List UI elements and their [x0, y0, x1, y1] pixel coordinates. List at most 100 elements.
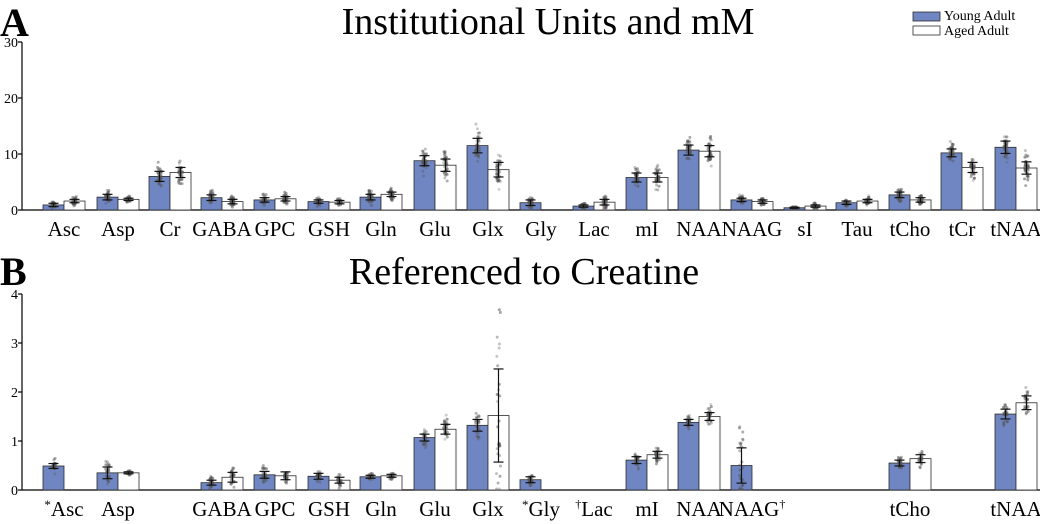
data-point [231, 466, 235, 470]
data-point [476, 435, 480, 439]
data-point [970, 158, 974, 162]
panel-a-plot: 0 10 20 30 Asc Asp Cr GABA GPC GSH Gln Glu Glx Gly Lac… [4, 36, 1040, 241]
data-point [208, 191, 212, 195]
data-point [969, 164, 973, 168]
data-point [477, 414, 481, 418]
data-point [369, 189, 373, 193]
data-point [104, 196, 108, 200]
data-point [72, 204, 76, 208]
data-point [497, 308, 501, 312]
data-point [443, 153, 447, 157]
data-point [656, 447, 660, 451]
data-point [498, 180, 502, 184]
data-point [107, 196, 111, 200]
data-point [106, 479, 110, 483]
data-point [177, 160, 181, 164]
data-point [74, 196, 78, 200]
data-point [209, 189, 213, 193]
data-point [657, 184, 661, 188]
data-point [654, 188, 658, 192]
data-point [741, 478, 745, 482]
data-point [1023, 155, 1027, 159]
data-point [527, 478, 531, 482]
data-point [497, 487, 501, 491]
data-point [369, 471, 373, 475]
data-point [495, 472, 499, 476]
data-point [706, 159, 710, 163]
data-point [688, 140, 692, 144]
data-point [476, 154, 480, 158]
data-point [442, 419, 446, 423]
data-point [972, 176, 976, 180]
data-point [421, 169, 425, 173]
x-tick-label-asp: Asp [101, 497, 135, 521]
data-point [495, 169, 499, 173]
data-point [951, 152, 955, 156]
data-point [899, 457, 903, 461]
data-point [105, 463, 109, 467]
data-point [741, 438, 745, 442]
data-point [339, 478, 343, 482]
data-point [445, 435, 449, 439]
data-point [315, 196, 319, 200]
data-point [474, 411, 478, 415]
data-point [1025, 174, 1029, 178]
y-tick-label: 4 [11, 288, 18, 303]
data-point [1005, 156, 1009, 160]
data-point [1026, 154, 1030, 158]
data-point [1023, 167, 1027, 171]
data-point [741, 465, 745, 469]
data-point [1026, 168, 1030, 172]
data-point [496, 179, 500, 183]
data-point [369, 200, 373, 204]
data-point [1004, 154, 1008, 158]
data-point [655, 458, 659, 462]
data-point [738, 487, 742, 491]
data-point [1005, 147, 1009, 151]
legend-label-young: Young Adult [944, 9, 1015, 24]
x-tick-label-asc: Asc [48, 217, 81, 241]
data-point [476, 135, 480, 139]
y-tick-label: 0 [11, 204, 18, 219]
data-point [156, 160, 160, 164]
data-point [422, 441, 426, 445]
data-point [685, 157, 689, 161]
data-point [282, 196, 286, 200]
data-point [316, 470, 320, 474]
data-point [442, 426, 446, 430]
data-point [654, 176, 658, 180]
y-tick-label: 0 [11, 484, 18, 499]
data-point [318, 199, 322, 203]
data-point [230, 205, 234, 209]
data-point [210, 188, 214, 192]
data-point [738, 193, 742, 197]
data-point [657, 451, 661, 455]
data-point [476, 415, 480, 419]
data-point [867, 194, 871, 198]
data-point [74, 194, 78, 198]
data-point [709, 138, 713, 142]
data-point [474, 154, 478, 158]
data-point [283, 190, 287, 194]
x-tick-label-naag: NAAG [722, 217, 783, 241]
data-point [389, 198, 393, 202]
data-point [107, 463, 111, 467]
data-point [920, 457, 924, 461]
data-point [369, 203, 373, 207]
data-point [208, 476, 212, 480]
y-tick-label: 2 [11, 386, 18, 401]
data-point [497, 342, 501, 346]
x-tick-label-asp: Asp [101, 217, 135, 241]
data-point [899, 188, 903, 192]
data-point [636, 458, 640, 462]
data-point [582, 202, 586, 206]
x-tick-label-tcr: tCr [949, 217, 976, 241]
x-tick-label-gly: *Gly [522, 497, 561, 521]
data-point [229, 196, 233, 200]
data-point [709, 405, 713, 409]
data-point [1004, 405, 1008, 409]
data-point [229, 475, 233, 479]
data-point [474, 424, 478, 428]
data-point [475, 416, 479, 420]
data-point [738, 487, 742, 491]
